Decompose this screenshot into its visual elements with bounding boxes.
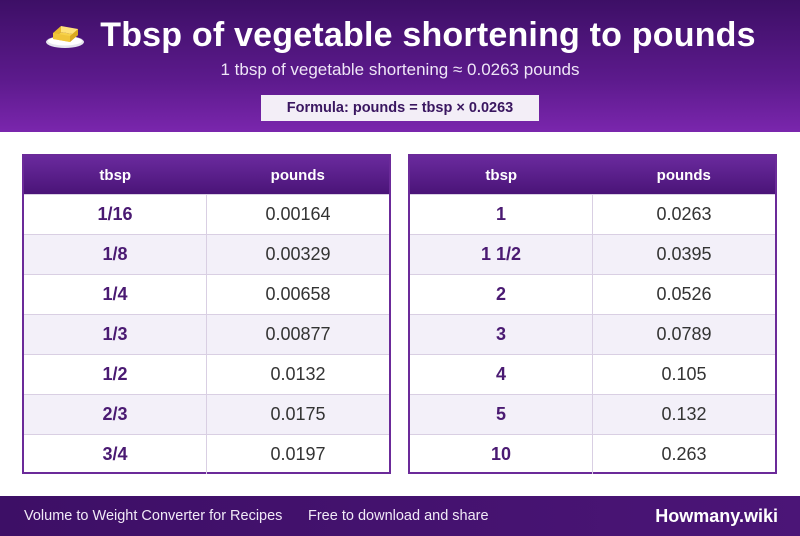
table-row: 1/8 0.00329 [24, 234, 389, 274]
table-row: 1 0.0263 [410, 194, 775, 234]
pounds-cell: 0.0175 [270, 404, 326, 424]
pounds-cell: 0.132 [661, 404, 707, 424]
conversion-table-right: tbsp pounds 1 0.0263 1 1/2 0.0395 2 0.0526 … [408, 154, 777, 474]
page-subtitle: 1 tbsp of vegetable shortening ≈ 0.0263 … [220, 60, 580, 79]
column-header-pounds: pounds [656, 166, 711, 184]
formula-box: Formula: pounds = tbsp × 0.0263 [261, 95, 539, 121]
pounds-cell: 0.0263 [656, 204, 712, 224]
tbsp-cell: 1/3 [24, 315, 207, 354]
tbsp-cell: 1 [410, 195, 593, 234]
header-banner: Tbsp of vegetable shortening to pounds 1… [0, 0, 800, 132]
table-row: 3 0.0789 [410, 314, 775, 354]
tbsp-cell: 3/4 [24, 435, 207, 474]
table-header: tbsp pounds [24, 156, 389, 194]
table-row: 1/2 0.0132 [24, 354, 389, 394]
pounds-cell: 0.00658 [265, 284, 331, 304]
table-row: 2/3 0.0175 [24, 394, 389, 434]
table-row: 1/3 0.00877 [24, 314, 389, 354]
column-header-tbsp: tbsp [99, 166, 132, 184]
tbsp-cell: 2/3 [24, 395, 207, 434]
pounds-cell: 0.00164 [265, 204, 331, 224]
tbsp-cell: 5 [410, 395, 593, 434]
page-title: Tbsp of vegetable shortening to pounds [100, 15, 756, 54]
tbsp-cell: 1/8 [24, 235, 207, 274]
pounds-cell: 0.0132 [270, 364, 326, 384]
title-row: Tbsp of vegetable shortening to pounds [0, 12, 800, 58]
tbsp-cell: 1/4 [24, 275, 207, 314]
conversion-table-left: tbsp pounds 1/16 0.00164 1/8 0.00329 1/4 0.… [22, 154, 391, 474]
footer-share-text: Free to download and share [308, 508, 489, 524]
table-row: 1/4 0.00658 [24, 274, 389, 314]
pounds-cell: 0.0526 [656, 284, 712, 304]
table-row: 1/16 0.00164 [24, 194, 389, 234]
pounds-cell: 0.105 [661, 364, 707, 384]
table-row: 5 0.132 [410, 394, 775, 434]
tbsp-cell: 1/16 [24, 195, 207, 234]
table-row: 1 1/2 0.0395 [410, 234, 775, 274]
pounds-cell: 0.0197 [270, 444, 326, 464]
tbsp-cell: 10 [410, 435, 593, 474]
pounds-cell: 0.0395 [656, 244, 712, 264]
pounds-cell: 0.263 [661, 444, 707, 464]
butter-icon [44, 20, 88, 50]
column-header-tbsp: tbsp [485, 166, 518, 184]
table-row: 3/4 0.0197 [24, 434, 389, 474]
table-row: 4 0.105 [410, 354, 775, 394]
brand-logo-text[interactable]: Howmany.wiki [655, 505, 778, 526]
pounds-cell: 0.00877 [265, 324, 331, 344]
pounds-cell: 0.0789 [656, 324, 712, 344]
table-row: 2 0.0526 [410, 274, 775, 314]
tbsp-cell: 4 [410, 355, 593, 394]
tbsp-cell: 2 [410, 275, 593, 314]
pounds-cell: 0.00329 [265, 244, 331, 264]
footer-converter-text: Volume to Weight Converter for Recipes [24, 508, 283, 524]
tbsp-cell: 3 [410, 315, 593, 354]
table-header: tbsp pounds [410, 156, 775, 194]
tbsp-cell: 1 1/2 [410, 235, 593, 274]
table-row: 10 0.263 [410, 434, 775, 474]
tbsp-cell: 1/2 [24, 355, 207, 394]
column-header-pounds: pounds [270, 166, 325, 184]
footer-bar: Volume to Weight Converter for Recipes F… [0, 496, 800, 536]
